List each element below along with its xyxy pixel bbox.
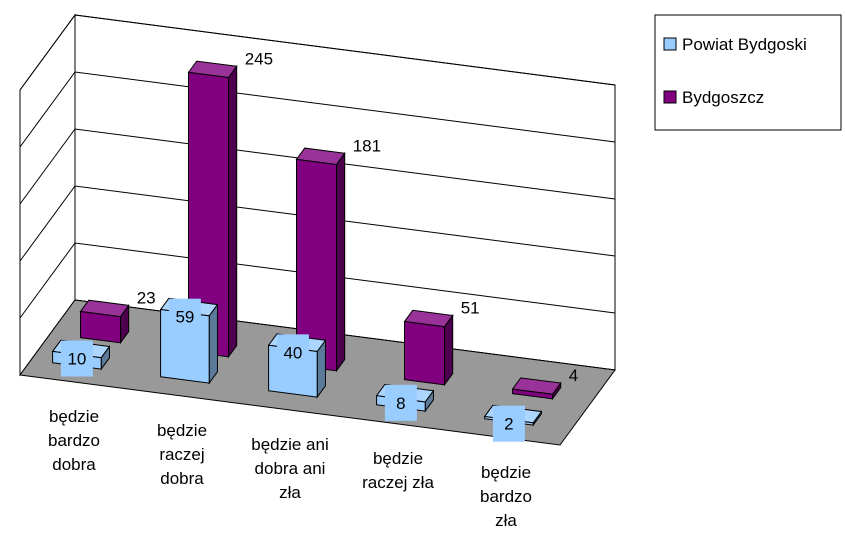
bar xyxy=(295,147,346,373)
legend-label: Bydgoszcz xyxy=(682,88,764,107)
grid-line xyxy=(19,185,616,262)
bar xyxy=(187,60,238,359)
bar-front xyxy=(511,388,553,400)
bar-side xyxy=(227,64,238,359)
bar xyxy=(511,377,562,401)
value-label: 2 xyxy=(504,415,513,434)
x-tick-label: będzie raczej zła xyxy=(362,449,434,492)
value-label-bg xyxy=(384,384,417,421)
bar-front xyxy=(79,310,121,344)
x-tick-label: będzie bardzo zła xyxy=(480,463,532,530)
legend-box xyxy=(654,14,842,131)
value-label: 23 xyxy=(137,288,156,307)
grid-line xyxy=(19,128,616,205)
bar-front xyxy=(403,320,445,386)
grid-line xyxy=(19,71,616,148)
value-label: 40 xyxy=(283,343,302,362)
legend-swatch xyxy=(663,90,677,104)
x-tick-label: będzie raczej dobra xyxy=(157,421,207,488)
grid-line xyxy=(19,14,616,91)
value-label: 245 xyxy=(245,49,273,68)
value-label-bg xyxy=(276,334,309,371)
legend-swatch xyxy=(663,37,677,51)
value-label-bg xyxy=(492,405,525,442)
bar-side xyxy=(443,313,454,387)
bar-side xyxy=(335,151,346,373)
grid-line xyxy=(19,242,616,319)
value-label: 181 xyxy=(353,136,381,155)
value-label-bg xyxy=(60,340,93,377)
value-label: 10 xyxy=(67,350,86,369)
x-tick-label: będzie bardzo dobra xyxy=(48,407,100,474)
bar-side xyxy=(208,303,218,385)
value-label: 8 xyxy=(396,394,405,413)
value-label-bg xyxy=(168,298,201,335)
value-label: 59 xyxy=(175,308,194,327)
x-tick-label: będzie ani dobra ani zła xyxy=(251,435,329,502)
legend-label: Powiat Bydgoski xyxy=(682,35,807,54)
bar xyxy=(79,299,130,345)
bar xyxy=(403,309,454,387)
value-label: 51 xyxy=(461,298,480,317)
value-label: 4 xyxy=(569,366,578,385)
